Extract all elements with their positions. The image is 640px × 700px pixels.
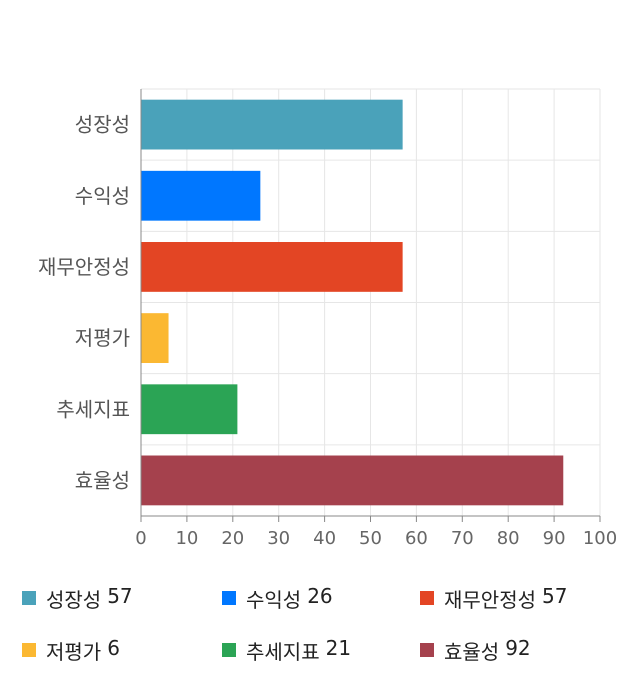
category-label: 추세지표 xyxy=(56,397,130,421)
bar xyxy=(141,384,238,435)
legend-item-2: 재무안정성 57 xyxy=(420,583,567,613)
legend-label: 추세지표 xyxy=(246,639,320,664)
category-label: 재무안정성 xyxy=(38,255,130,279)
legend-swatch xyxy=(22,591,36,605)
legend-label: 재무안정성 xyxy=(444,587,536,612)
bars xyxy=(141,99,564,506)
category-label: 수익성 xyxy=(75,184,130,208)
legend-item-1: 수익성 26 xyxy=(222,583,333,613)
x-tick-label: 100 xyxy=(583,528,617,549)
legend-item-4: 추세지표 21 xyxy=(222,635,351,665)
legend-value: 21 xyxy=(325,635,352,660)
x-tick-label: 10 xyxy=(175,528,198,549)
legend-label: 성장성 xyxy=(46,587,102,612)
legend-label: 저평가 xyxy=(46,639,102,664)
bar xyxy=(141,242,403,292)
legend-item-3: 저평가 6 xyxy=(22,635,120,665)
legend-swatch xyxy=(222,591,236,605)
x-tick-label: 50 xyxy=(359,528,382,549)
x-tick-label: 70 xyxy=(451,528,474,549)
x-tick-label: 80 xyxy=(497,528,520,549)
category-label: 성장성 xyxy=(75,113,130,137)
legend-swatch xyxy=(22,643,36,657)
legend-item-0: 성장성 57 xyxy=(22,583,133,613)
bar xyxy=(141,99,403,150)
x-tick-label: 30 xyxy=(267,528,290,549)
grid-lines xyxy=(141,88,601,517)
x-tick-label: 0 xyxy=(135,528,146,549)
legend-item-5: 효율성 92 xyxy=(420,635,531,665)
x-tick-label: 20 xyxy=(221,528,244,549)
x-tick-label: 90 xyxy=(543,528,566,549)
axes xyxy=(140,89,601,522)
bar xyxy=(141,455,564,506)
legend-label: 효율성 xyxy=(444,639,500,664)
x-tick-label: 60 xyxy=(405,528,428,549)
legend-value: 92 xyxy=(505,635,531,660)
legend-value: 57 xyxy=(107,583,133,608)
category-label: 효율성 xyxy=(75,468,130,492)
x-tick-label: 40 xyxy=(313,528,336,549)
legend-swatch xyxy=(222,643,236,657)
legend-label: 수익성 xyxy=(246,587,302,612)
bar xyxy=(141,313,169,363)
legend: 성장성 57 수익성 26 재무안정성 57 저평가 6 추세지표 21 효율성 92 xyxy=(0,575,640,685)
legend-swatch xyxy=(420,643,434,657)
legend-swatch xyxy=(420,591,434,605)
category-label: 저평가 xyxy=(75,326,130,350)
legend-value: 6 xyxy=(107,635,120,660)
legend-value: 26 xyxy=(307,583,333,608)
legend-value: 57 xyxy=(542,583,568,608)
bar xyxy=(141,170,261,221)
